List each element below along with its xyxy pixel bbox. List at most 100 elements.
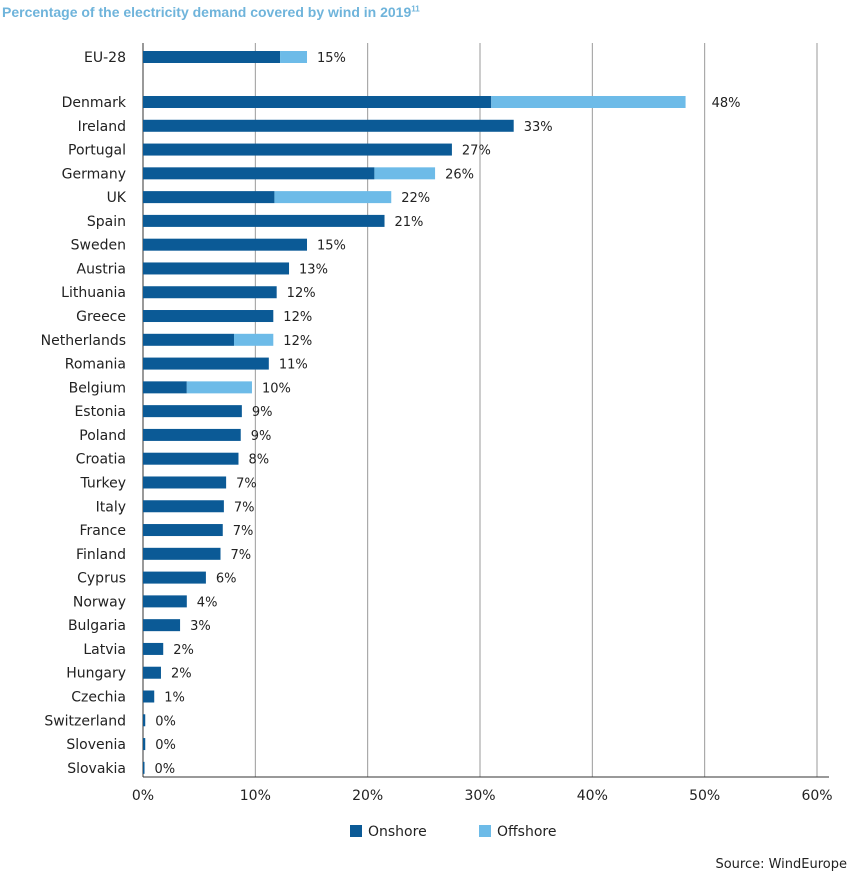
onshore-bar	[143, 476, 227, 489]
data-label: 12%	[287, 286, 316, 301]
data-label: 11%	[279, 358, 308, 373]
category-label: Portugal	[68, 143, 126, 159]
onshore-bar	[143, 286, 277, 299]
onshore-bar	[143, 547, 221, 560]
category-label: Cyprus	[77, 571, 126, 587]
data-label: 12%	[283, 334, 312, 349]
category-label: UK	[107, 190, 127, 206]
chart-title: Percentage of the electricity demand cov…	[2, 4, 420, 20]
source-note: Source: WindEurope	[715, 857, 847, 872]
legend-swatch-offshore	[479, 825, 491, 837]
data-label: 2%	[171, 667, 192, 682]
onshore-bar	[143, 96, 492, 108]
category-label: Slovakia	[67, 761, 126, 777]
onshore-bar	[143, 119, 514, 132]
offshore-bar	[491, 96, 686, 108]
category-label: Estonia	[74, 404, 126, 420]
data-label: 15%	[317, 51, 346, 66]
onshore-bar	[143, 333, 234, 346]
data-label: 10%	[262, 381, 291, 396]
onshore-bar	[143, 595, 187, 608]
category-label: Sweden	[71, 238, 126, 254]
category-label: Lithuania	[61, 285, 126, 301]
onshore-bar	[143, 571, 206, 584]
x-tick-label: 20%	[352, 788, 383, 804]
category-label: Bulgaria	[68, 618, 126, 634]
data-label: 1%	[164, 691, 185, 706]
category-label: Denmark	[62, 95, 127, 111]
category-label: Germany	[62, 166, 126, 182]
data-label: 3%	[190, 619, 211, 634]
onshore-bar	[143, 428, 241, 441]
category-label: Belgium	[69, 380, 126, 396]
data-label: 48%	[712, 96, 741, 111]
chart-title-text: Percentage of the electricity demand cov…	[2, 4, 412, 20]
data-label: 22%	[401, 191, 430, 206]
x-tick-label: 0%	[132, 788, 154, 804]
category-label: Latvia	[83, 642, 126, 658]
category-label: Slovenia	[66, 737, 126, 753]
onshore-bar	[143, 642, 164, 655]
data-label: 33%	[524, 120, 553, 135]
data-label: 21%	[395, 215, 424, 230]
onshore-bar	[143, 143, 452, 156]
onshore-bar	[143, 357, 269, 370]
onshore-bar	[143, 524, 223, 537]
onshore-bar	[143, 452, 239, 465]
onshore-bar	[143, 500, 224, 513]
category-label: Czechia	[71, 690, 126, 706]
offshore-bar	[233, 333, 274, 346]
category-label: Switzerland	[44, 713, 126, 729]
category-label: Hungary	[66, 666, 126, 682]
category-label: Italy	[96, 499, 126, 515]
onshore-bar	[143, 690, 155, 703]
category-label: Croatia	[76, 452, 126, 468]
data-label: 0%	[155, 714, 176, 729]
offshore-bar	[274, 191, 392, 204]
x-tick-label: 50%	[689, 788, 720, 804]
onshore-bar	[143, 405, 242, 418]
data-label: 6%	[216, 572, 237, 587]
data-label: 2%	[173, 643, 194, 658]
onshore-bar	[143, 714, 146, 727]
category-label: Austria	[77, 261, 126, 277]
data-label: 0%	[155, 762, 176, 777]
category-label: France	[79, 523, 126, 539]
onshore-bar	[143, 191, 275, 204]
category-label: Netherlands	[41, 333, 126, 349]
onshore-bar	[143, 619, 181, 632]
category-label: Ireland	[78, 119, 126, 135]
data-label: 7%	[236, 476, 257, 491]
offshore-bar	[374, 167, 436, 180]
legend-label-offshore: Offshore	[497, 824, 556, 840]
onshore-bar	[143, 738, 146, 751]
onshore-bar	[143, 761, 145, 774]
data-label: 9%	[251, 429, 272, 444]
onshore-bar	[143, 381, 187, 394]
onshore-bar	[143, 51, 281, 63]
onshore-bar	[143, 310, 274, 323]
data-label: 27%	[462, 144, 491, 159]
offshore-bar	[186, 381, 252, 394]
category-label: Greece	[76, 309, 126, 325]
x-tick-label: 10%	[240, 788, 271, 804]
category-label: Spain	[87, 214, 126, 230]
category-label: Turkey	[79, 475, 126, 491]
x-tick-label: 60%	[801, 788, 832, 804]
data-label: 13%	[299, 262, 328, 277]
data-label: 9%	[252, 405, 273, 420]
category-label: Romania	[65, 357, 126, 373]
data-label: 15%	[317, 239, 346, 254]
offshore-bar	[280, 51, 308, 63]
onshore-bar	[143, 666, 161, 679]
data-label: 12%	[283, 310, 312, 325]
title-footnote: 11	[411, 4, 420, 14]
onshore-bar	[143, 238, 308, 251]
data-label: 8%	[248, 453, 269, 468]
category-label: EU-28	[84, 50, 126, 66]
x-tick-label: 30%	[464, 788, 495, 804]
legend-swatch-onshore	[350, 825, 362, 837]
x-tick-label: 40%	[577, 788, 608, 804]
category-label: Poland	[79, 428, 126, 444]
